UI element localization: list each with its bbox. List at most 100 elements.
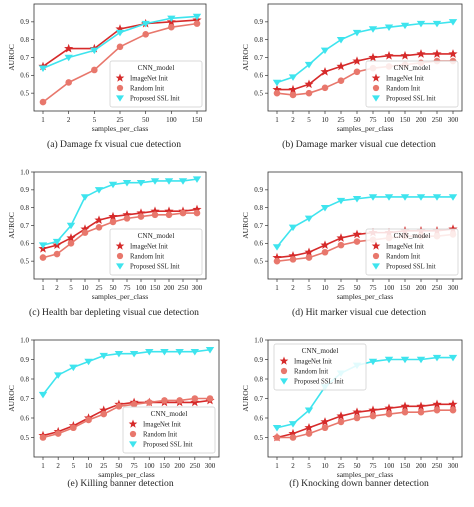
panel-caption: (c) Health bar depleting visual cue dete…: [29, 307, 199, 318]
legend-marker-imagenet: [279, 356, 289, 365]
point-imagenet: [304, 79, 314, 89]
legend-label-random: Random Init: [130, 86, 164, 93]
x-tick-label: 2: [67, 116, 71, 124]
y-tick-label: 0.8: [20, 375, 29, 383]
x-tick-label: 50: [354, 284, 362, 292]
y-axis-label: AUROC: [7, 212, 16, 239]
y-tick-label: 0.6: [20, 240, 29, 248]
point-imagenet: [352, 56, 362, 65]
x-tick-label: 300: [448, 116, 459, 124]
point-ssl: [66, 222, 76, 230]
legend-marker-random: [372, 84, 380, 92]
point-random: [289, 91, 297, 99]
point-ssl: [52, 238, 62, 246]
y-tick-label: 0.6: [254, 240, 263, 248]
legend-marker-imagenet: [128, 419, 138, 428]
x-tick-label: 200: [174, 462, 185, 470]
legend-marker-imagenet: [115, 73, 125, 82]
point-random: [67, 240, 75, 247]
x-axis-label: samples_per_class: [337, 292, 394, 301]
point-random: [85, 416, 92, 424]
point-random: [137, 213, 145, 220]
point-random: [337, 241, 345, 249]
point-imagenet: [272, 252, 282, 262]
x-tick-label: 10: [322, 116, 330, 124]
x-tick-label: 75: [370, 116, 378, 124]
point-imagenet: [288, 84, 298, 94]
point-random: [116, 43, 124, 51]
legend: CNN_model ImageNet Init Random Init Propose…: [122, 406, 216, 454]
point-ssl: [38, 391, 48, 399]
chart-panel-b: 0.50.60.70.80.91 2 5 10 25 50 75 100 150 200 250 30…: [241, 3, 463, 150]
point-imagenet: [448, 49, 458, 58]
point-imagenet: [94, 215, 104, 225]
point-random: [289, 434, 297, 441]
point-ssl: [69, 364, 78, 372]
x-tick-label: 25: [117, 116, 125, 124]
point-imagenet: [384, 403, 394, 413]
x-tick-label: 1: [41, 284, 45, 292]
point-random: [193, 20, 201, 27]
legend-label-ssl: Proposed SSL Init: [386, 96, 436, 103]
legend-title: CNN_model: [394, 64, 431, 72]
point-random: [305, 89, 313, 97]
y-tick-label: 0.6: [254, 414, 263, 422]
legend-label-random: Random Init: [386, 86, 420, 93]
point-ssl: [400, 22, 410, 30]
y-tick-label: 0.8: [254, 375, 263, 383]
point-random: [353, 238, 361, 245]
legend: CNN_model ImageNet Init Random Init Propose…: [273, 343, 367, 391]
x-tick-label: 25: [338, 116, 346, 124]
legend-label-random: Random Init: [386, 254, 420, 261]
point-imagenet: [115, 24, 125, 33]
point-ssl: [304, 407, 314, 414]
point-ssl: [84, 358, 93, 366]
x-tick-label: 5: [307, 462, 311, 470]
legend: CNN_model ImageNet Init Random Init Propose…: [109, 60, 203, 108]
legend-marker-random: [116, 252, 124, 260]
point-random: [81, 229, 89, 236]
legend-box: [273, 343, 367, 391]
point-ssl: [99, 352, 108, 360]
point-ssl: [432, 354, 442, 362]
legend-marker-random: [372, 252, 380, 260]
point-imagenet: [448, 399, 458, 409]
x-tick-label: 100: [384, 284, 395, 292]
legend-box: [365, 60, 459, 108]
x-axis-label: samples_per_class: [92, 124, 149, 133]
y-tick-label: 0.7: [20, 54, 29, 62]
legend-marker-ssl: [372, 263, 380, 270]
panel-caption: (f) Knocking down banner detection: [289, 478, 429, 489]
point-random: [321, 248, 329, 256]
point-random: [305, 430, 313, 437]
x-tick-label: 100: [136, 284, 147, 292]
point-ssl: [94, 187, 104, 194]
point-random: [39, 254, 47, 261]
x-tick-label: 200: [416, 284, 427, 292]
y-tick-label: 0.7: [254, 222, 263, 230]
x-tick-label: 5: [307, 116, 311, 124]
point-ssl: [368, 194, 378, 201]
x-tick-label: 200: [416, 116, 427, 124]
x-tick-label: 150: [400, 116, 411, 124]
point-random: [115, 403, 123, 410]
legend-title: CNN_model: [138, 232, 175, 240]
legend-title: CNN_model: [151, 410, 188, 418]
point-imagenet: [304, 422, 314, 432]
x-tick-label: 75: [124, 284, 132, 292]
x-tick-label: 50: [354, 462, 362, 470]
point-ssl: [384, 356, 394, 364]
point-random: [39, 434, 47, 441]
point-ssl: [400, 194, 410, 201]
point-random: [305, 254, 313, 261]
legend-marker-ssl: [116, 263, 124, 270]
point-imagenet: [352, 407, 362, 417]
point-ssl: [122, 180, 132, 187]
x-tick-label: 150: [400, 462, 411, 470]
legend-box: [109, 60, 203, 108]
legend-box: [122, 406, 216, 454]
x-tick-label: 50: [115, 462, 123, 470]
point-random: [385, 410, 393, 418]
legend-marker-ssl: [129, 441, 137, 448]
x-tick-label: 75: [131, 462, 139, 470]
